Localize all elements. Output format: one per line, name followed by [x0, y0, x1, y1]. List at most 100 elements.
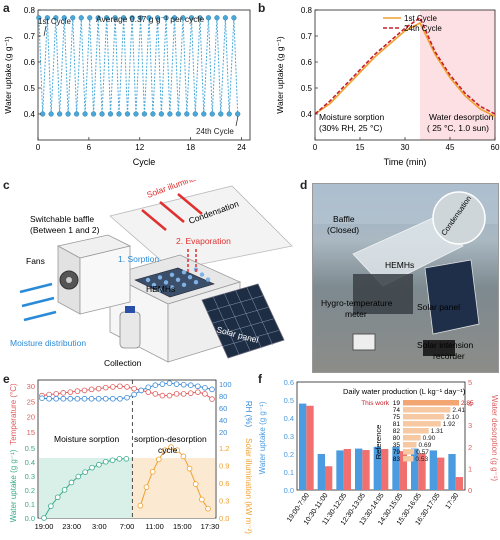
d-solar-panel-icon: [424, 259, 480, 335]
e-ytick-uptake: 0.4: [25, 458, 35, 467]
e-rh-point: [152, 382, 159, 388]
fan-box-side: [79, 245, 131, 315]
e-rh-point: [131, 391, 137, 398]
a-point: [184, 111, 190, 117]
e-temperature-point: [81, 387, 88, 394]
f-inset-ref: 82: [393, 428, 401, 435]
e-solar-point: [149, 468, 156, 475]
solar-arrows: [141, 193, 203, 231]
a-point: [226, 111, 232, 117]
a-point: [141, 111, 148, 117]
f-inset-ref: 75: [393, 414, 401, 421]
hemh-dot: [199, 272, 205, 277]
e-temperature-point: [152, 391, 159, 397]
e-rh-point: [60, 395, 67, 402]
a-point: [235, 111, 241, 117]
e-xtick-label: 23:00: [62, 522, 81, 531]
a-xtick-label: 18: [186, 143, 195, 152]
solar-arrow-2: [159, 201, 185, 223]
fan-icon-hub: [66, 277, 72, 283]
b-xtick-label: 60: [491, 143, 500, 152]
f-uptake-bar: [429, 450, 437, 490]
a-point: [180, 15, 186, 21]
e-solar-point: [174, 447, 181, 453]
hemh-dot: [205, 277, 211, 282]
e-ytick-rh: 80: [219, 392, 227, 401]
e-xtick-label: 15:00: [173, 522, 192, 531]
d-baffle-label-2: (Closed): [327, 225, 359, 235]
f-uptake-bar: [355, 448, 363, 490]
b-xtick-label: 45: [446, 143, 455, 152]
e-temperature-point: [202, 391, 208, 397]
c-baffle-label-2: (Between 1 and 2): [30, 225, 100, 235]
e-solar-point: [192, 481, 199, 487]
d-recorder-label-1: Solar intension: [417, 340, 474, 350]
e-temperature-point: [195, 389, 201, 395]
e-uptake-point: [75, 473, 82, 480]
a-point: [65, 111, 71, 117]
e-xtick-label: 17:30: [201, 522, 220, 531]
a-point: [116, 111, 122, 117]
e-ytick-temperature: 30: [27, 382, 35, 391]
a-xlabel: Cycle: [133, 157, 156, 167]
e-ytick-solar: 0.0: [219, 514, 229, 523]
f-desorption-bar: [455, 477, 463, 490]
f-desorption-bar: [306, 405, 314, 490]
a-point: [218, 111, 224, 117]
hemh-dot: [157, 287, 163, 293]
b-legend: 1st Cycle 24th Cycle: [383, 14, 442, 33]
moisture-arrow-2: [21, 296, 55, 308]
f-ytick-left: 0.6: [284, 378, 294, 387]
e-ytick-temperature: 15: [27, 428, 35, 437]
e-ylabel-right-top: RH (%): [244, 401, 253, 428]
b-ytick-label: 0.5: [301, 84, 313, 93]
a-point: [95, 15, 101, 21]
f-inset-value: 2.85: [461, 400, 474, 407]
e-solar-point: [143, 484, 150, 490]
e-uptake-point: [96, 461, 102, 468]
f-inset-value: 0.90: [423, 435, 436, 442]
a-point: [201, 111, 207, 117]
f-desorption-bar: [362, 450, 370, 490]
a-point: [146, 15, 152, 21]
f-inset-ref: 19: [393, 400, 401, 407]
f-inset-value: 2.10: [446, 414, 459, 421]
f-inset-bar: [403, 414, 445, 420]
e-temperature-point: [95, 385, 102, 392]
a-point: [197, 15, 203, 21]
e-rh-point: [145, 384, 152, 391]
b-xtick-label: 30: [401, 143, 410, 152]
d-hemhs-label: HEMHs: [385, 260, 414, 270]
e-ytick-rh: 40: [219, 416, 227, 425]
panel-b-chart: 0 15 30 45 60 0.4 0.5 0.6 0.7 0.8 1st Cycle 24th…: [275, 6, 500, 167]
a-point: [209, 111, 215, 117]
e-ytick-rh: 100: [219, 380, 232, 389]
hemh-dot: [187, 275, 193, 280]
e-xtick-label: 7:00: [120, 522, 135, 531]
condensation-cover: [109, 185, 293, 271]
e-ytick-uptake: 0.2: [25, 486, 35, 495]
e-ytick-uptake: 0.3: [25, 472, 35, 481]
a-xtick-label: 6: [87, 143, 92, 152]
b-xtick-label: 15: [356, 143, 365, 152]
e-ytick-solar: 0.3: [219, 497, 229, 506]
b-xtick-label: 0: [313, 143, 318, 152]
a-xtick-label: 24: [237, 143, 246, 152]
f-uptake-bar: [336, 450, 344, 490]
d-hygro-label-2: meter: [345, 309, 367, 319]
panel-label-b: b: [258, 1, 266, 15]
hemh-dot: [145, 277, 151, 283]
b-xlabel: Time (min): [384, 157, 427, 167]
e-temperature-point: [88, 386, 95, 393]
a-cycle-line: [38, 17, 239, 115]
a-point: [70, 15, 76, 21]
moisture-arrows: [19, 282, 57, 322]
f-inset-value: 2.41: [452, 407, 465, 414]
e-temperature-point: [187, 390, 194, 396]
f-inset-bar: [403, 400, 459, 406]
a-point: [158, 111, 164, 117]
panel-label-f: f: [258, 372, 262, 386]
panel-e-chart: 19:00 23:00 3:00 7:00 11:00 15:00 17:30 15 20 25 3…: [9, 379, 253, 534]
b-series-line-2: [314, 16, 496, 115]
b-desorption-label-1: Water desorption: [429, 112, 494, 122]
